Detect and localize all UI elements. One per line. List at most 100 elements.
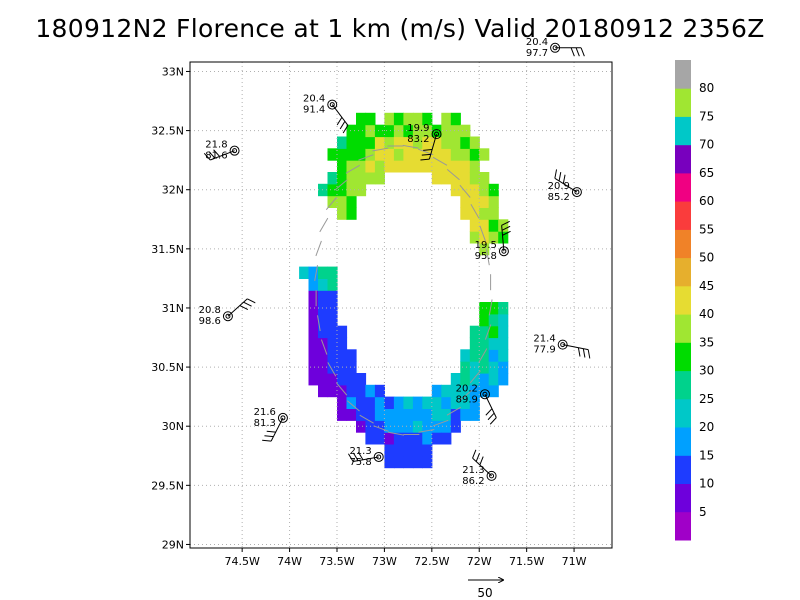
wind-vector xyxy=(320,339,328,355)
wind-vector xyxy=(346,400,360,412)
colorbar-swatch xyxy=(675,427,691,456)
wind-cell xyxy=(412,455,423,469)
wind-cell xyxy=(479,148,490,161)
barb-feather xyxy=(582,348,586,358)
wind-barb xyxy=(331,104,349,126)
wind-cell xyxy=(460,136,471,149)
chart-title: 180912N2 Florence at 1 km (m/s) Valid 20… xyxy=(35,14,765,43)
wind-cell xyxy=(374,432,385,445)
wind-cell xyxy=(346,384,357,398)
wind-cell xyxy=(356,384,367,398)
wind-cell xyxy=(337,136,348,149)
wind-cell xyxy=(412,160,423,173)
colorbar-label: 50 xyxy=(699,251,714,265)
wind-cell xyxy=(374,148,385,161)
station-humidity: 83.2 xyxy=(407,134,429,145)
wind-vector xyxy=(327,362,337,377)
wind-barb xyxy=(353,456,379,462)
wind-cell xyxy=(384,136,395,149)
wind-cell xyxy=(431,160,442,173)
barb-feather xyxy=(243,301,252,307)
wind-cell xyxy=(403,396,414,409)
wind-cell xyxy=(469,231,480,244)
wind-cell xyxy=(403,148,414,161)
wind-cell xyxy=(479,384,490,398)
barb-feather xyxy=(570,47,575,57)
wind-cell xyxy=(337,384,348,398)
station-marker: 21.386.2 xyxy=(462,449,497,487)
station-marker: 21.375.8 xyxy=(348,446,384,468)
colorbar-swatch xyxy=(675,201,691,230)
wind-vectors xyxy=(314,144,493,436)
wind-cell xyxy=(346,207,357,220)
station-marker: 19.595.8 xyxy=(475,220,511,262)
wind-cell xyxy=(403,408,414,421)
wind-vector xyxy=(319,217,329,233)
wind-barb xyxy=(227,298,248,317)
barb-feather xyxy=(485,408,493,416)
wind-cell xyxy=(308,349,319,362)
wind-cell xyxy=(374,420,385,433)
wind-cell xyxy=(450,183,461,197)
wind-cell xyxy=(356,136,367,149)
colorbar-swatch xyxy=(675,483,691,513)
wind-cell xyxy=(356,172,367,185)
wind-cell xyxy=(422,432,433,445)
wind-cell xyxy=(356,183,367,197)
barb-feather xyxy=(208,151,216,159)
wind-cell xyxy=(346,148,357,161)
wind-cell xyxy=(318,361,329,374)
barb-feather xyxy=(264,435,274,438)
station-circle xyxy=(431,129,442,140)
colorbar-swatch xyxy=(675,172,691,202)
y-tick-label: 29.5N xyxy=(151,479,184,492)
wind-cell xyxy=(469,148,480,161)
colorbar-swatch xyxy=(675,285,691,315)
wind-cell xyxy=(460,195,471,208)
station-marker: 21.681.3 xyxy=(254,407,288,442)
wind-cell xyxy=(422,408,433,421)
barb-feather xyxy=(479,456,484,466)
wind-cell xyxy=(431,396,442,409)
wind-cell xyxy=(469,136,480,149)
barb-feather xyxy=(423,149,433,151)
wind-cell xyxy=(431,124,442,138)
barb-feather xyxy=(339,121,346,130)
wind-cell xyxy=(479,219,490,232)
wind-cell xyxy=(479,337,490,350)
wind-cell xyxy=(356,124,367,138)
barb-feather xyxy=(336,117,343,126)
wind-cell xyxy=(450,148,461,161)
wind-cell xyxy=(318,325,329,339)
wind-cell xyxy=(299,266,310,279)
station-marker: 20.898.6 xyxy=(199,298,256,327)
wind-cell xyxy=(327,183,338,197)
wind-cell xyxy=(431,172,442,185)
colorbar-label: 80 xyxy=(699,81,714,95)
station-temperature: 20.4 xyxy=(303,94,325,105)
y-tick-label: 30N xyxy=(162,420,184,433)
wind-cell xyxy=(356,420,367,433)
station-temperature: 21.4 xyxy=(533,334,555,345)
wind-cell xyxy=(488,325,499,339)
wind-cell xyxy=(479,195,490,208)
wind-cell xyxy=(422,455,433,469)
station-humidity: 89.9 xyxy=(456,394,478,405)
wind-cell xyxy=(479,242,490,256)
wind-cell xyxy=(422,160,433,173)
wind-cell xyxy=(412,148,423,161)
barb-feather xyxy=(266,430,276,433)
wind-cell xyxy=(431,136,442,149)
y-tick-label: 32.5N xyxy=(151,125,184,138)
wind-cell xyxy=(393,148,404,161)
barb-feather xyxy=(472,449,477,459)
wind-cell xyxy=(479,172,490,185)
wind-cell xyxy=(488,373,499,386)
wind-cell xyxy=(403,455,414,469)
wind-cell xyxy=(365,396,376,409)
wind-cell xyxy=(450,112,461,126)
colorbar-label: 55 xyxy=(699,222,714,236)
wind-cell xyxy=(498,361,509,374)
barb-feather xyxy=(421,153,431,156)
station-temperature: 21.8 xyxy=(205,140,227,151)
